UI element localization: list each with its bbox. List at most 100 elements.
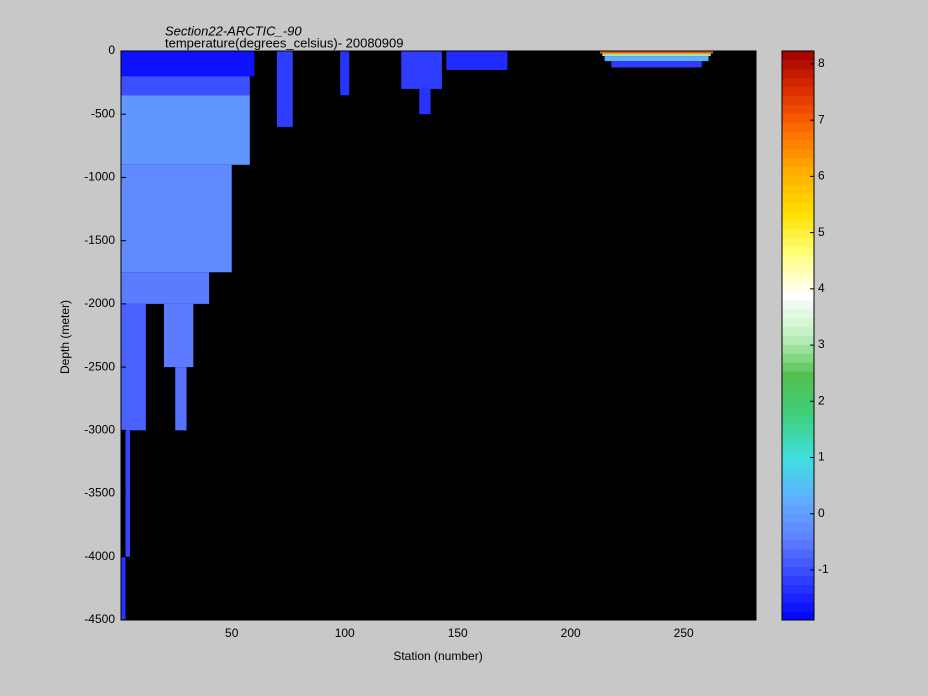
heat-cell [121, 95, 250, 165]
heat-cell [419, 88, 431, 115]
heat-cell [125, 430, 131, 557]
colorbar-swatch [782, 406, 814, 417]
colorbar-swatch [782, 273, 814, 283]
colorbar-swatch [782, 548, 814, 559]
colorbar-swatch [782, 388, 814, 399]
heat-cell [446, 51, 508, 70]
colorbar-swatch [782, 68, 814, 79]
y-axis-label: Depth (meter) [58, 300, 72, 374]
y-tick-label: -2000 [84, 296, 115, 310]
colorbar-swatch [782, 122, 814, 132]
colorbar-swatch [782, 575, 814, 585]
colorbar-swatch [782, 593, 814, 603]
colorbar-swatch [782, 415, 814, 425]
colorbar-swatch [782, 291, 814, 301]
plot-frame [120, 50, 757, 621]
colorbar-swatch [782, 255, 814, 265]
heat-cell [276, 51, 293, 127]
colorbar-tick-label: 8 [818, 56, 825, 70]
heat-cell [121, 76, 250, 96]
colorbar-tick-label: 2 [818, 393, 825, 407]
colorbar-swatch [782, 148, 814, 159]
colorbar-tick-label: 7 [818, 112, 825, 126]
colorbar-swatch [782, 184, 814, 194]
colorbar-tick-label: 4 [818, 281, 825, 295]
chart-title: Section22-ARCTIC_-90 [165, 23, 302, 38]
heat-cell [163, 303, 194, 368]
colorbar-swatch [782, 442, 814, 452]
heat-cell [121, 556, 126, 620]
heat-cell [611, 61, 702, 68]
colorbar-swatch [782, 371, 814, 381]
colorbar-swatch [782, 157, 814, 168]
colorbar-swatch [782, 468, 814, 479]
y-tick-label: -3500 [84, 486, 115, 500]
colorbar-swatch [782, 531, 814, 541]
x-axis-label: Station (number) [393, 649, 482, 663]
colorbar-swatch [782, 246, 814, 256]
colorbar-frame [781, 50, 815, 621]
colorbar-swatch [782, 77, 814, 88]
colorbar-swatch [782, 228, 814, 239]
colorbar-swatch [782, 175, 814, 185]
heat-cell [175, 367, 187, 431]
colorbar-swatch [782, 477, 814, 488]
colorbar-swatch [782, 424, 814, 434]
colorbar-swatch [782, 495, 814, 505]
heat-cell [340, 51, 350, 96]
colorbar-swatch [782, 486, 814, 497]
colorbar-swatch [782, 131, 814, 141]
colorbar-swatch [782, 335, 814, 345]
colorbar-swatch [782, 397, 814, 408]
heat-cell [604, 56, 709, 62]
y-tick-label: -1500 [84, 233, 115, 247]
y-tick-label: -2500 [84, 359, 115, 373]
colorbar-swatch [782, 459, 814, 470]
y-tick-label: -4500 [84, 612, 115, 626]
colorbar-swatch [782, 139, 814, 150]
heat-cell [401, 51, 442, 89]
y-tick-label: -3000 [84, 423, 115, 437]
colorbar-swatch [782, 237, 814, 248]
colorbar-swatch [782, 299, 814, 310]
colorbar-swatch [782, 282, 814, 292]
colorbar-swatch [782, 353, 814, 363]
colorbar-tick-label: -1 [818, 562, 829, 576]
colorbar-tick-label: 3 [818, 337, 825, 351]
x-tick-label: 50 [225, 626, 239, 640]
y-tick-label: -4000 [84, 549, 115, 563]
colorbar-swatch [782, 362, 814, 372]
colorbar-swatch [782, 211, 814, 221]
colorbar-swatch [782, 193, 814, 203]
colorbar-swatch [782, 584, 814, 594]
colorbar-swatch [782, 219, 814, 230]
colorbar-swatch [782, 557, 814, 568]
colorbar-swatch [782, 264, 814, 274]
colorbar-swatch [782, 317, 814, 328]
y-tick-label: 0 [108, 43, 115, 57]
colorbar-swatch [782, 433, 814, 443]
chart-subtitle: temperature(degrees_celsius)- 20080909 [165, 35, 403, 50]
colorbar-swatch [782, 59, 814, 70]
colorbar-swatch [782, 166, 814, 176]
colorbar-swatch [782, 308, 814, 319]
colorbar-swatch [782, 95, 814, 105]
heat-cell [121, 164, 232, 273]
colorbar-swatch [782, 51, 814, 61]
x-tick-label: 100 [335, 626, 355, 640]
colorbar-swatch [782, 513, 814, 523]
colorbar-swatch [782, 326, 814, 336]
colorbar-swatch [782, 113, 814, 123]
y-tick-label: -500 [91, 106, 115, 120]
colorbar-swatch [782, 539, 814, 550]
colorbar-tick-label: 6 [818, 169, 825, 183]
heat-cell [121, 272, 210, 304]
y-tick-label: -1000 [84, 170, 115, 184]
x-tick-label: 250 [674, 626, 694, 640]
colorbar-swatch [782, 611, 814, 621]
colorbar-swatch [782, 344, 814, 354]
colorbar-tick-label: 5 [818, 225, 825, 239]
colorbar-swatch [782, 602, 814, 612]
